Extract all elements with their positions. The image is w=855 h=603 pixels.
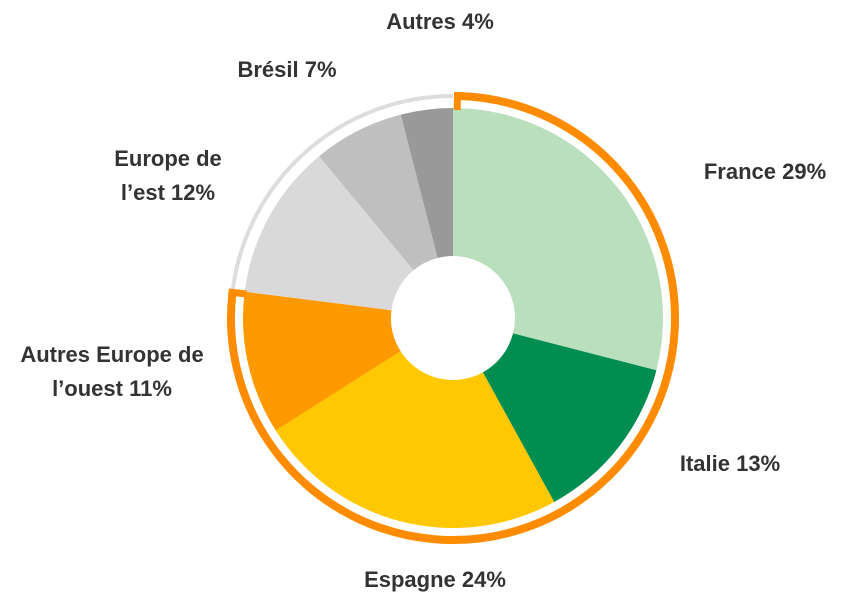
slice-label: Italie 13% <box>630 447 830 481</box>
pie-slice <box>243 291 401 431</box>
slice-label: Europe de l’est 12% <box>93 142 243 210</box>
category-label: Autres <box>386 9 456 34</box>
category-label: Europe de l’est <box>114 146 222 205</box>
pie-slice <box>275 351 555 529</box>
pie-slice <box>244 156 414 311</box>
slice-label: France 29% <box>665 155 855 189</box>
pie-slice <box>400 108 453 258</box>
group-ring <box>230 94 454 291</box>
category-label: Italie <box>679 451 730 476</box>
value-label: 7% <box>304 57 337 82</box>
slice-label: Brésil 7% <box>187 53 387 87</box>
value-label: 12% <box>171 180 216 205</box>
slice-label: Autres Europe de l’ouest 11% <box>12 338 212 406</box>
value-label: 24% <box>461 567 506 592</box>
group-ring <box>227 92 679 544</box>
slice-label: Espagne 24% <box>325 563 545 597</box>
pie-slice <box>319 114 438 271</box>
pie-slice <box>453 108 663 371</box>
value-label: 29% <box>782 159 827 184</box>
value-label: 11% <box>129 376 172 401</box>
slice-label: Autres 4% <box>340 5 540 39</box>
category-label: Autres Europe de l’ouest <box>20 342 204 401</box>
group-notch <box>228 288 247 298</box>
value-label: 13% <box>736 451 781 476</box>
category-label: Espagne <box>364 567 456 592</box>
category-label: Brésil <box>237 57 299 82</box>
pie-slice <box>482 333 657 503</box>
value-label: 4% <box>462 9 494 34</box>
category-label: France <box>703 159 776 184</box>
